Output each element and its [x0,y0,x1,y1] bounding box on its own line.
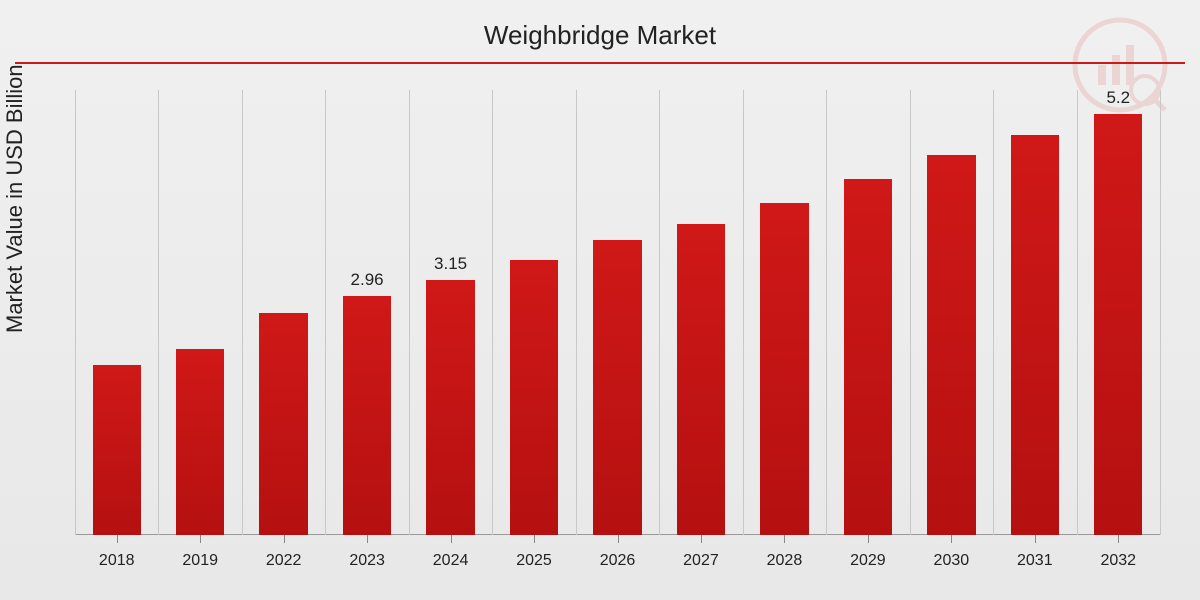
grid-line [158,90,159,535]
header-divider [15,62,1185,64]
bar-value-label: 2.96 [325,270,408,290]
grid-line [743,90,744,535]
grid-line [576,90,577,535]
bar-value-label: 5.2 [1077,88,1160,108]
bar-value-label: 3.15 [409,254,492,274]
bar [1094,114,1142,535]
bar [844,179,892,535]
x-tick [951,535,952,543]
x-tick [784,535,785,543]
bar [677,224,725,536]
grid-line [409,90,410,535]
chart-title: Weighbridge Market [0,20,1200,51]
bar [927,155,975,535]
x-axis-label: 2025 [516,552,552,570]
grid-line [75,90,76,535]
x-axis-label: 2024 [433,552,469,570]
x-tick [618,535,619,543]
chart-plot-area: 2018201920222.9620233.152024202520262027… [75,90,1160,535]
bar [176,349,224,535]
grid-line [659,90,660,535]
bar [760,203,808,535]
y-axis-label: Market Value in USD Billion [2,64,28,333]
x-axis-label: 2029 [850,552,886,570]
x-axis-label: 2031 [1017,552,1053,570]
x-tick [1035,535,1036,543]
bar [343,296,391,535]
x-axis-label: 2019 [182,552,218,570]
x-axis-label: 2026 [600,552,636,570]
grid-line [993,90,994,535]
x-tick [1118,535,1119,543]
bar [259,313,307,536]
x-tick [868,535,869,543]
x-tick [534,535,535,543]
x-axis-label: 2030 [934,552,970,570]
bar [510,260,558,535]
x-axis-label: 2018 [99,552,135,570]
x-axis-label: 2023 [349,552,385,570]
bar [1011,135,1059,536]
x-tick [284,535,285,543]
bar [426,280,474,535]
x-axis-label: 2032 [1100,552,1136,570]
grid-line [1077,90,1078,535]
x-axis-label: 2027 [683,552,719,570]
bar [593,240,641,535]
x-tick [367,535,368,543]
bar [93,365,141,535]
x-tick [200,535,201,543]
grid-line [910,90,911,535]
x-tick [117,535,118,543]
grid-line [242,90,243,535]
x-axis-label: 2028 [767,552,803,570]
grid-line [492,90,493,535]
x-tick [451,535,452,543]
x-axis-label: 2022 [266,552,302,570]
grid-line [1160,90,1161,535]
x-tick [701,535,702,543]
grid-line [325,90,326,535]
grid-line [826,90,827,535]
